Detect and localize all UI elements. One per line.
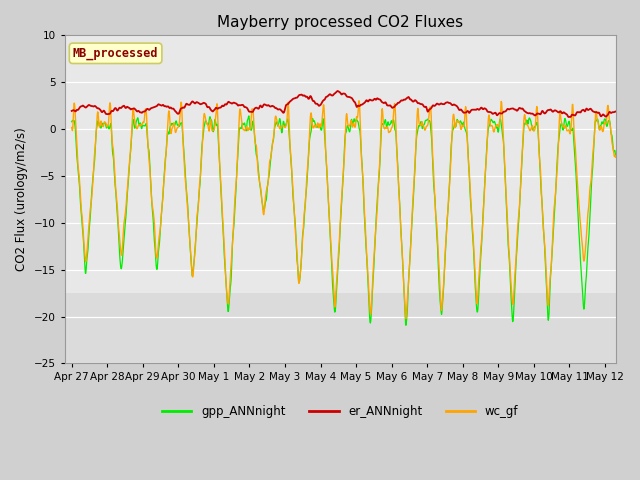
er_ANNnight (630, 110, 637, 116)
gpp_ANNnight (402, 323, 410, 328)
wc_gf (630, 124, 637, 130)
er_ANNnight (491, 110, 499, 116)
gpp_ANNnight (245, 113, 253, 119)
gpp_ANNnight (637, 129, 640, 134)
wc_gf (331, 300, 339, 306)
gpp_ANNnight (575, 218, 582, 224)
gpp_ANNnight (342, 130, 349, 136)
er_ANNnight (637, 113, 640, 119)
er_ANNnight (331, 91, 339, 96)
wc_gf (491, 126, 499, 132)
wc_gf (341, 136, 349, 142)
er_ANNnight (157, 102, 164, 108)
Text: MB_processed: MB_processed (73, 47, 158, 60)
Bar (65, 293, 616, 363)
er_ANNnight (575, 109, 582, 115)
gpp_ANNnight (491, 120, 499, 125)
er_ANNnight (68, 108, 76, 114)
Line: er_ANNnight: er_ANNnight (72, 91, 640, 117)
gpp_ANNnight (630, 118, 637, 123)
er_ANNnight (566, 114, 574, 120)
wc_gf (402, 316, 410, 322)
wc_gf (157, 220, 164, 226)
wc_gf (575, 193, 582, 199)
gpp_ANNnight (68, 119, 76, 125)
Legend: gpp_ANNnight, er_ANNnight, wc_gf: gpp_ANNnight, er_ANNnight, wc_gf (157, 401, 523, 423)
er_ANNnight (342, 92, 349, 97)
er_ANNnight (334, 88, 342, 94)
wc_gf (637, 120, 640, 126)
gpp_ANNnight (157, 223, 164, 228)
Title: Mayberry processed CO2 Fluxes: Mayberry processed CO2 Fluxes (217, 15, 463, 30)
Line: wc_gf: wc_gf (72, 101, 640, 319)
Line: gpp_ANNnight: gpp_ANNnight (72, 116, 640, 325)
gpp_ANNnight (331, 309, 339, 315)
Y-axis label: CO2 Flux (urology/m2/s): CO2 Flux (urology/m2/s) (15, 128, 28, 271)
wc_gf (355, 98, 363, 104)
wc_gf (68, 125, 76, 131)
